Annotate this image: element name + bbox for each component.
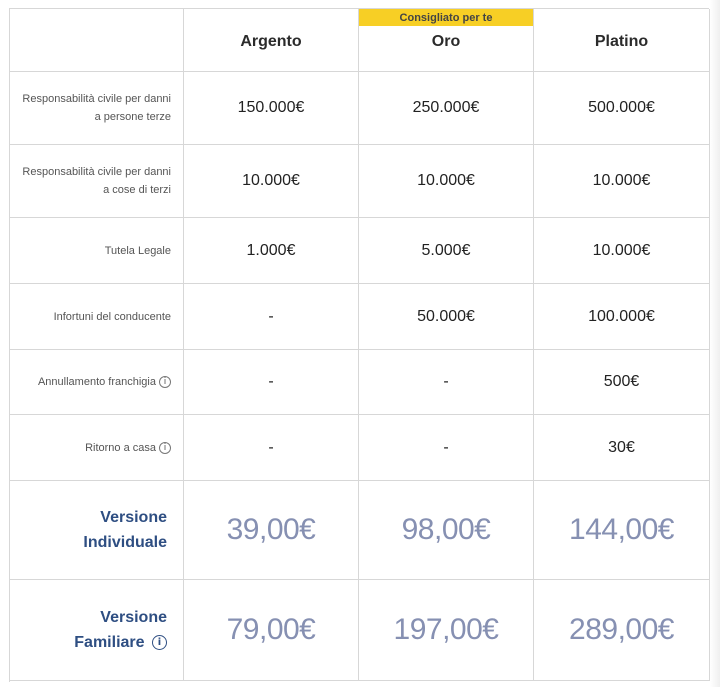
plan-name: Platino xyxy=(594,33,649,50)
price-label-line1: Versione xyxy=(100,509,167,526)
value-cell: 250.000€ xyxy=(359,72,534,145)
row-label-text: Responsabilità civile per danni a cose d… xyxy=(22,166,171,196)
price-cell: 79,00€ xyxy=(184,580,359,681)
price-cell: 98,00€ xyxy=(359,481,534,580)
row-label-ritorno-casa: Ritorno a casa i xyxy=(10,415,184,481)
row-label-infortuni: Infortuni del conducente xyxy=(10,284,184,350)
price-cell: 197,00€ xyxy=(359,580,534,681)
plan-name: Oro xyxy=(431,33,461,50)
price-cell: 289,00€ xyxy=(534,580,710,681)
value-cell: - xyxy=(184,350,359,415)
value-cell: 150.000€ xyxy=(184,72,359,145)
plan-header-argento: Argento xyxy=(184,9,359,72)
row-label-text: Responsabilità civile per danni a person… xyxy=(22,93,171,123)
row-label-annullamento-franchigia: Annullamento franchigia i xyxy=(10,350,184,415)
value-cell: 500.000€ xyxy=(534,72,710,145)
corner-cell xyxy=(10,9,184,72)
value-cell: 50.000€ xyxy=(359,284,534,350)
price-cell: 144,00€ xyxy=(534,481,710,580)
value-cell: - xyxy=(359,350,534,415)
value-cell: - xyxy=(359,415,534,481)
value-cell: 500€ xyxy=(534,350,710,415)
info-icon[interactable]: i xyxy=(152,635,167,651)
price-label-familiare: Versione Familiare i xyxy=(10,580,184,681)
row-label-text: Ritorno a casa xyxy=(85,441,156,454)
row-label-text: Annullamento franchigia xyxy=(37,376,156,388)
recommended-badge: Consigliato per te xyxy=(359,9,533,26)
comparison-table: Argento Consigliato per te Oro Platino R… xyxy=(9,8,710,682)
plan-name: Argento xyxy=(240,33,302,50)
plan-header-oro: Consigliato per te Oro xyxy=(359,9,534,72)
row-label-text: Infortuni del conducente xyxy=(53,310,171,323)
price-label-line2: Individuale xyxy=(83,534,167,551)
value-cell: 5.000€ xyxy=(359,218,534,284)
price-label-line1: Versione xyxy=(100,609,167,626)
info-icon[interactable]: i xyxy=(159,376,171,388)
row-label-rc-cose: Responsabilità civile per danni a cose d… xyxy=(10,145,184,218)
price-cell: 39,00€ xyxy=(184,481,359,580)
page-edge-shadow xyxy=(710,0,720,687)
value-cell: 10.000€ xyxy=(184,145,359,218)
plan-header-platino: Platino xyxy=(534,9,710,72)
price-label-line2: Familiare xyxy=(74,634,145,651)
row-label-tutela-legale: Tutela Legale xyxy=(10,218,184,284)
value-cell: 30€ xyxy=(534,415,710,481)
value-cell: 100.000€ xyxy=(534,284,710,350)
value-cell: - xyxy=(184,415,359,481)
row-label-rc-persone: Responsabilità civile per danni a person… xyxy=(10,72,184,145)
value-cell: 10.000€ xyxy=(534,218,710,284)
price-label-individuale: Versione Individuale xyxy=(10,481,184,580)
info-icon[interactable]: i xyxy=(159,441,171,454)
value-cell: 1.000€ xyxy=(184,218,359,284)
value-cell: 10.000€ xyxy=(534,145,710,218)
value-cell: 10.000€ xyxy=(359,145,534,218)
value-cell: - xyxy=(184,284,359,350)
row-label-text: Tutela Legale xyxy=(104,244,171,257)
